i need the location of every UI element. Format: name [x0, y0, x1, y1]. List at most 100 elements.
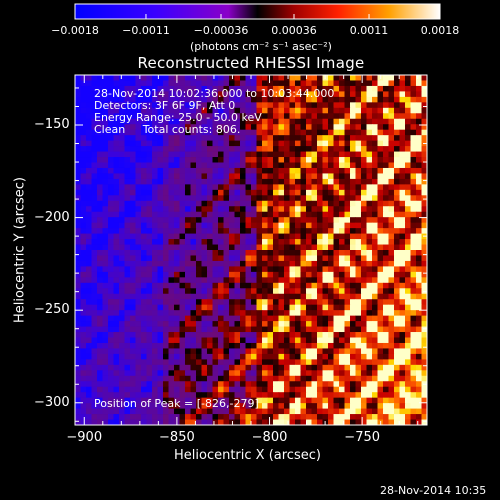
heatmap-cell [295, 189, 301, 196]
heatmap-cell [179, 370, 186, 377]
heatmap-cell [245, 310, 252, 317]
heatmap-cell [388, 392, 395, 399]
heatmap-cell [207, 348, 213, 355]
heatmap-cell [251, 102, 257, 109]
heatmap-cell [355, 206, 362, 213]
heatmap-cell [410, 386, 417, 393]
heatmap-cell [339, 359, 345, 366]
heatmap-cell [394, 381, 400, 388]
heatmap-cell [322, 315, 329, 322]
heatmap-cell [234, 386, 241, 393]
heatmap-cell [97, 195, 103, 202]
heatmap-cell [361, 173, 367, 180]
heatmap-cell [300, 157, 307, 163]
heatmap-cell [251, 337, 257, 344]
heatmap-cell [97, 397, 103, 404]
heatmap-cell [372, 167, 378, 174]
heatmap-cell [234, 271, 241, 278]
heatmap-cell [306, 178, 312, 185]
heatmap-cell [97, 304, 103, 311]
heatmap-cell [108, 173, 114, 180]
heatmap-cell [267, 381, 274, 388]
heatmap-cell [361, 277, 367, 284]
heatmap-cell [317, 113, 323, 120]
heatmap-cell [97, 277, 103, 284]
heatmap-cell [421, 364, 428, 371]
heatmap-cell [218, 397, 224, 404]
heatmap-cell [355, 332, 362, 338]
heatmap-cell [377, 271, 384, 278]
heatmap-cell [300, 189, 307, 196]
heatmap-cell [119, 370, 125, 377]
heatmap-cell [234, 277, 241, 284]
heatmap-cell [333, 419, 340, 426]
heatmap-cell [229, 359, 235, 366]
heatmap-cell [75, 244, 81, 251]
heatmap-cell [317, 266, 323, 273]
heatmap-cell [157, 211, 164, 218]
heatmap-cell [240, 326, 246, 333]
heatmap-cell [399, 200, 406, 207]
heatmap-cell [317, 250, 323, 256]
heatmap-cell [124, 414, 131, 420]
heatmap-cell [179, 353, 186, 360]
heatmap-cell [410, 332, 417, 338]
heatmap-cell [383, 403, 389, 409]
heatmap-cell [273, 419, 279, 426]
heatmap-cell [284, 124, 290, 131]
heatmap-cell [113, 337, 120, 344]
heatmap-cell [113, 293, 120, 300]
heatmap-cell [394, 419, 400, 426]
heatmap-cell [91, 414, 98, 420]
heatmap-cell [234, 140, 241, 147]
heatmap-cell [256, 211, 263, 218]
heatmap-cell [179, 244, 186, 251]
heatmap-cell [322, 282, 329, 289]
heatmap-cell [289, 408, 296, 415]
heatmap-cell [416, 299, 422, 306]
heatmap-cell [223, 255, 230, 262]
heatmap-cell [179, 326, 186, 333]
heatmap-cell [163, 102, 169, 109]
heatmap-cell [185, 288, 191, 295]
heatmap-cell [135, 200, 142, 207]
heatmap-cell [97, 135, 103, 142]
heatmap-cell [75, 310, 81, 317]
heatmap-cell [218, 293, 224, 300]
heatmap-cell [141, 321, 147, 327]
heatmap-cell [75, 364, 81, 371]
heatmap-cell [86, 80, 92, 87]
heatmap-cell [75, 304, 81, 311]
heatmap-cell [300, 266, 307, 273]
heatmap-cell [344, 250, 351, 256]
heatmap-cell [278, 233, 285, 240]
heatmap-cell [218, 113, 224, 120]
heatmap-cell [383, 337, 389, 344]
heatmap-cell [273, 342, 279, 349]
heatmap-cell [267, 359, 274, 366]
heatmap-cell [251, 217, 257, 224]
heatmap-cell [113, 364, 120, 371]
heatmap-cell [86, 178, 92, 185]
heatmap-cell [146, 189, 153, 196]
heatmap-cell [86, 282, 92, 289]
heatmap-cell [234, 304, 241, 311]
heatmap-cell [256, 375, 263, 382]
heatmap-cell [108, 260, 114, 267]
heatmap-cell [91, 277, 98, 284]
heatmap-cell [223, 157, 230, 163]
heatmap-cell [251, 118, 257, 125]
heatmap-cell [278, 96, 285, 103]
heatmap-cell [399, 162, 406, 169]
heatmap-cell [421, 178, 428, 185]
heatmap-cell [141, 96, 147, 103]
heatmap-cell [212, 80, 219, 87]
heatmap-cell [130, 85, 136, 92]
heatmap-cell [201, 102, 208, 109]
heatmap-cell [240, 255, 246, 262]
heatmap-cell [152, 217, 158, 224]
heatmap-cell [234, 255, 241, 262]
heatmap-cell [278, 260, 285, 267]
heatmap-cell [317, 299, 323, 306]
heatmap-cell [86, 91, 92, 98]
